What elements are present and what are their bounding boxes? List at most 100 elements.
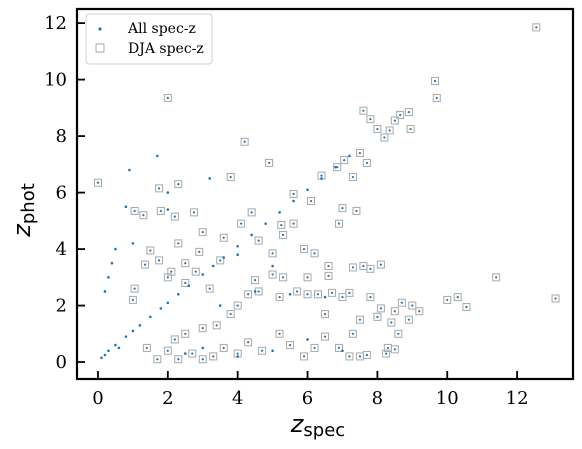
dja-point — [462, 302, 471, 311]
spec-z-point — [201, 346, 205, 350]
dja-point — [216, 256, 225, 265]
dja-point — [181, 329, 190, 338]
spec-z-point — [362, 109, 365, 112]
spec-z-point — [355, 209, 358, 213]
dja-point — [247, 208, 256, 217]
dja-point — [209, 352, 218, 361]
dja-point — [396, 110, 405, 119]
spec-z-point — [194, 270, 197, 273]
spec-z-point — [177, 183, 180, 186]
spec-z-point — [184, 332, 187, 335]
spec-z-point — [128, 168, 131, 172]
dja-point — [205, 284, 214, 293]
spec-z-point — [398, 113, 402, 117]
dja-point — [334, 219, 343, 228]
spec-z-point — [264, 222, 267, 225]
spec-z-point — [117, 346, 121, 350]
spec-z-point — [313, 252, 316, 255]
dja-point — [443, 295, 452, 304]
x-axis-label-sub: spec — [303, 420, 345, 441]
spec-z-point — [348, 291, 351, 294]
dja-point — [338, 293, 347, 302]
spec-z-point — [166, 349, 169, 352]
y-tick-label: 12 — [44, 13, 67, 34]
spec-z-point — [166, 301, 170, 305]
spec-z-point — [131, 329, 135, 333]
spec-z-point — [348, 355, 351, 358]
dja-point — [394, 329, 403, 338]
spec-z-point — [320, 174, 323, 177]
axis-ticks: 0 2 4 6 8 10 12 0 2 4 6 8 10 12 — [44, 7, 575, 409]
spec-z-point — [257, 239, 260, 242]
spec-z-point — [133, 209, 136, 213]
spec-z-point — [138, 324, 142, 327]
dja-point — [93, 178, 102, 187]
dja-point — [155, 256, 164, 265]
spec-z-point — [409, 127, 412, 131]
spec-z-point — [250, 211, 253, 214]
spec-z-point — [407, 318, 410, 321]
dja-point — [404, 315, 413, 324]
spec-z-point — [320, 177, 323, 180]
spec-z-point — [124, 335, 128, 338]
spec-z-point — [343, 159, 346, 162]
legend-label-dja: DJA spec-z — [128, 41, 204, 57]
dja-point — [141, 260, 150, 269]
spec-z-point — [170, 270, 173, 273]
dja-point — [551, 294, 560, 303]
spec-z-point — [240, 222, 243, 225]
spec-z-point — [358, 151, 362, 155]
dja-point — [366, 264, 375, 273]
dja-point — [153, 355, 162, 364]
spec-z-point — [292, 222, 295, 225]
spec-z-point — [187, 284, 191, 288]
spec-z-point — [211, 264, 215, 268]
spec-z-point — [145, 346, 148, 350]
spec-z-point — [397, 332, 400, 335]
y-tick-label: 10 — [44, 70, 67, 91]
dja-point — [188, 349, 197, 358]
spec-z-point — [400, 301, 403, 304]
legend-label-all: All spec-z — [127, 21, 196, 37]
spec-z-point — [433, 79, 437, 83]
spec-z-point — [330, 291, 334, 294]
dja-point — [163, 93, 172, 102]
spec-z-point — [383, 136, 386, 139]
spec-z-point — [306, 338, 309, 341]
y-tick-label: 6 — [56, 183, 67, 204]
dja-point — [181, 278, 190, 287]
plot-frame — [75, 7, 575, 381]
dja-point — [376, 304, 385, 313]
spec-z-point — [376, 315, 379, 318]
spec-z-point — [201, 273, 205, 276]
dja-point — [390, 116, 399, 125]
spec-z-point — [495, 276, 498, 279]
dja-point — [406, 125, 415, 134]
dja-point — [321, 332, 329, 341]
dja-point — [321, 310, 329, 319]
spec-z-point — [173, 215, 176, 218]
dja-point — [219, 233, 228, 242]
spec-z-point — [348, 154, 351, 158]
dja-point — [532, 23, 541, 32]
dja-point — [355, 315, 364, 324]
spec-z-point — [327, 274, 330, 278]
dja-point — [170, 335, 179, 344]
spec-z-point — [156, 358, 159, 361]
dja-point — [277, 221, 286, 230]
dja-point — [338, 204, 347, 213]
spec-z-point — [271, 349, 274, 353]
spec-z-point — [159, 307, 163, 310]
spec-z-point — [236, 304, 239, 307]
dja-point — [167, 267, 176, 276]
y-tick-label: 4 — [56, 239, 67, 260]
spec-z-point — [110, 261, 114, 265]
dja-point — [387, 318, 396, 327]
spec-z-point — [229, 312, 232, 316]
dja-point — [300, 352, 309, 361]
dja-point — [390, 345, 399, 354]
spec-z-point — [341, 349, 344, 353]
dja-point — [303, 273, 312, 282]
spec-z-point — [337, 346, 341, 350]
x-tick-label: 10 — [436, 388, 459, 409]
